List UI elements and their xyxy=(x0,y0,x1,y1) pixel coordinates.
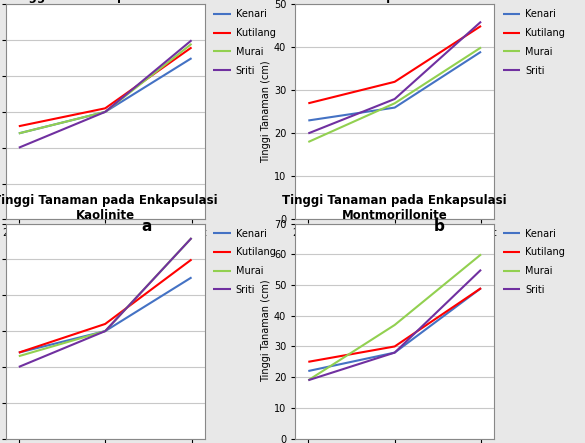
Kenari xyxy=(305,118,312,123)
Kutilang xyxy=(102,321,109,326)
Kenari xyxy=(102,328,109,334)
Murai xyxy=(391,323,398,328)
Line: Sriti: Sriti xyxy=(19,238,191,367)
Line: Kenari: Kenari xyxy=(19,58,191,133)
Kenari xyxy=(391,350,398,355)
Legend: Kenari, Kutilang, Murai, Sriti: Kenari, Kutilang, Murai, Sriti xyxy=(503,229,565,295)
Line: Murai: Murai xyxy=(308,47,481,142)
Y-axis label: Tinggi Tanaman (cm): Tinggi Tanaman (cm) xyxy=(261,61,271,163)
Sriti xyxy=(477,267,484,272)
Legend: Kenari, Kutilang, Murai, Sriti: Kenari, Kutilang, Murai, Sriti xyxy=(214,229,276,295)
Line: Sriti: Sriti xyxy=(308,22,481,133)
Kutilang xyxy=(391,79,398,85)
Murai xyxy=(188,41,195,47)
Line: Kenari: Kenari xyxy=(19,277,191,353)
Kenari xyxy=(15,350,22,355)
Murai xyxy=(102,328,109,334)
Line: Kutilang: Kutilang xyxy=(308,26,481,103)
Kutilang xyxy=(305,359,312,365)
Sriti xyxy=(391,350,398,355)
Legend: Kenari, Kutilang, Murai, Sriti: Kenari, Kutilang, Murai, Sriti xyxy=(503,9,565,76)
Sriti xyxy=(305,377,312,383)
Sriti xyxy=(15,145,22,150)
Murai xyxy=(305,139,312,144)
Kutilang xyxy=(15,124,22,129)
Sriti xyxy=(188,38,195,43)
Kenari xyxy=(391,105,398,110)
Legend: Kenari, Kutilang, Murai, Sriti: Kenari, Kutilang, Murai, Sriti xyxy=(214,9,276,76)
Line: Kenari: Kenari xyxy=(308,52,481,120)
Kutilang xyxy=(102,105,109,111)
Y-axis label: Tinggi Tanaman (cm): Tinggi Tanaman (cm) xyxy=(261,280,271,382)
Text: b: b xyxy=(433,219,444,234)
Sriti xyxy=(15,364,22,369)
Line: Kutilang: Kutilang xyxy=(308,288,481,362)
Sriti xyxy=(102,328,109,334)
Title: Tinggi Tanaman pada Enkapsulasi
Kaolinite: Tinggi Tanaman pada Enkapsulasi Kaolinit… xyxy=(0,194,218,222)
Sriti xyxy=(477,19,484,24)
Murai xyxy=(477,45,484,50)
Title: Tinggi Tanaman pada Kontrol: Tinggi Tanaman pada Kontrol xyxy=(8,0,202,3)
Kenari xyxy=(477,285,484,291)
Kutilang xyxy=(477,285,484,291)
Line: Murai: Murai xyxy=(19,238,191,356)
Sriti xyxy=(188,235,195,241)
Sriti xyxy=(102,109,109,115)
Kenari xyxy=(15,131,22,136)
Kenari xyxy=(477,49,484,54)
Murai xyxy=(102,109,109,115)
Murai xyxy=(15,354,22,359)
Line: Murai: Murai xyxy=(19,44,191,133)
Kutilang xyxy=(188,45,195,50)
Line: Kutilang: Kutilang xyxy=(19,47,191,126)
Title: Tinggi Tanaman pada Tanpa
Enkapsulasi: Tinggi Tanaman pada Tanpa Enkapsulasi xyxy=(302,0,487,3)
Sriti xyxy=(305,131,312,136)
Kutilang xyxy=(188,257,195,262)
Kenari xyxy=(102,109,109,115)
Text: a: a xyxy=(141,219,152,234)
Sriti xyxy=(391,96,398,101)
Kutilang xyxy=(305,101,312,106)
Line: Sriti: Sriti xyxy=(19,40,191,148)
Murai xyxy=(477,252,484,257)
Kenari xyxy=(188,275,195,280)
Murai xyxy=(188,235,195,241)
Murai xyxy=(15,131,22,136)
Title: Tinggi Tanaman pada Enkapsulasi
Montmorillonite: Tinggi Tanaman pada Enkapsulasi Montmori… xyxy=(283,194,507,222)
Kutilang xyxy=(15,350,22,355)
Line: Kenari: Kenari xyxy=(308,288,481,371)
Murai xyxy=(391,101,398,106)
Kenari xyxy=(188,55,195,61)
Line: Sriti: Sriti xyxy=(308,270,481,380)
Kenari xyxy=(305,369,312,374)
Kutilang xyxy=(391,344,398,349)
Line: Murai: Murai xyxy=(308,254,481,380)
Line: Kutilang: Kutilang xyxy=(19,260,191,353)
Murai xyxy=(305,377,312,383)
Kutilang xyxy=(477,23,484,29)
